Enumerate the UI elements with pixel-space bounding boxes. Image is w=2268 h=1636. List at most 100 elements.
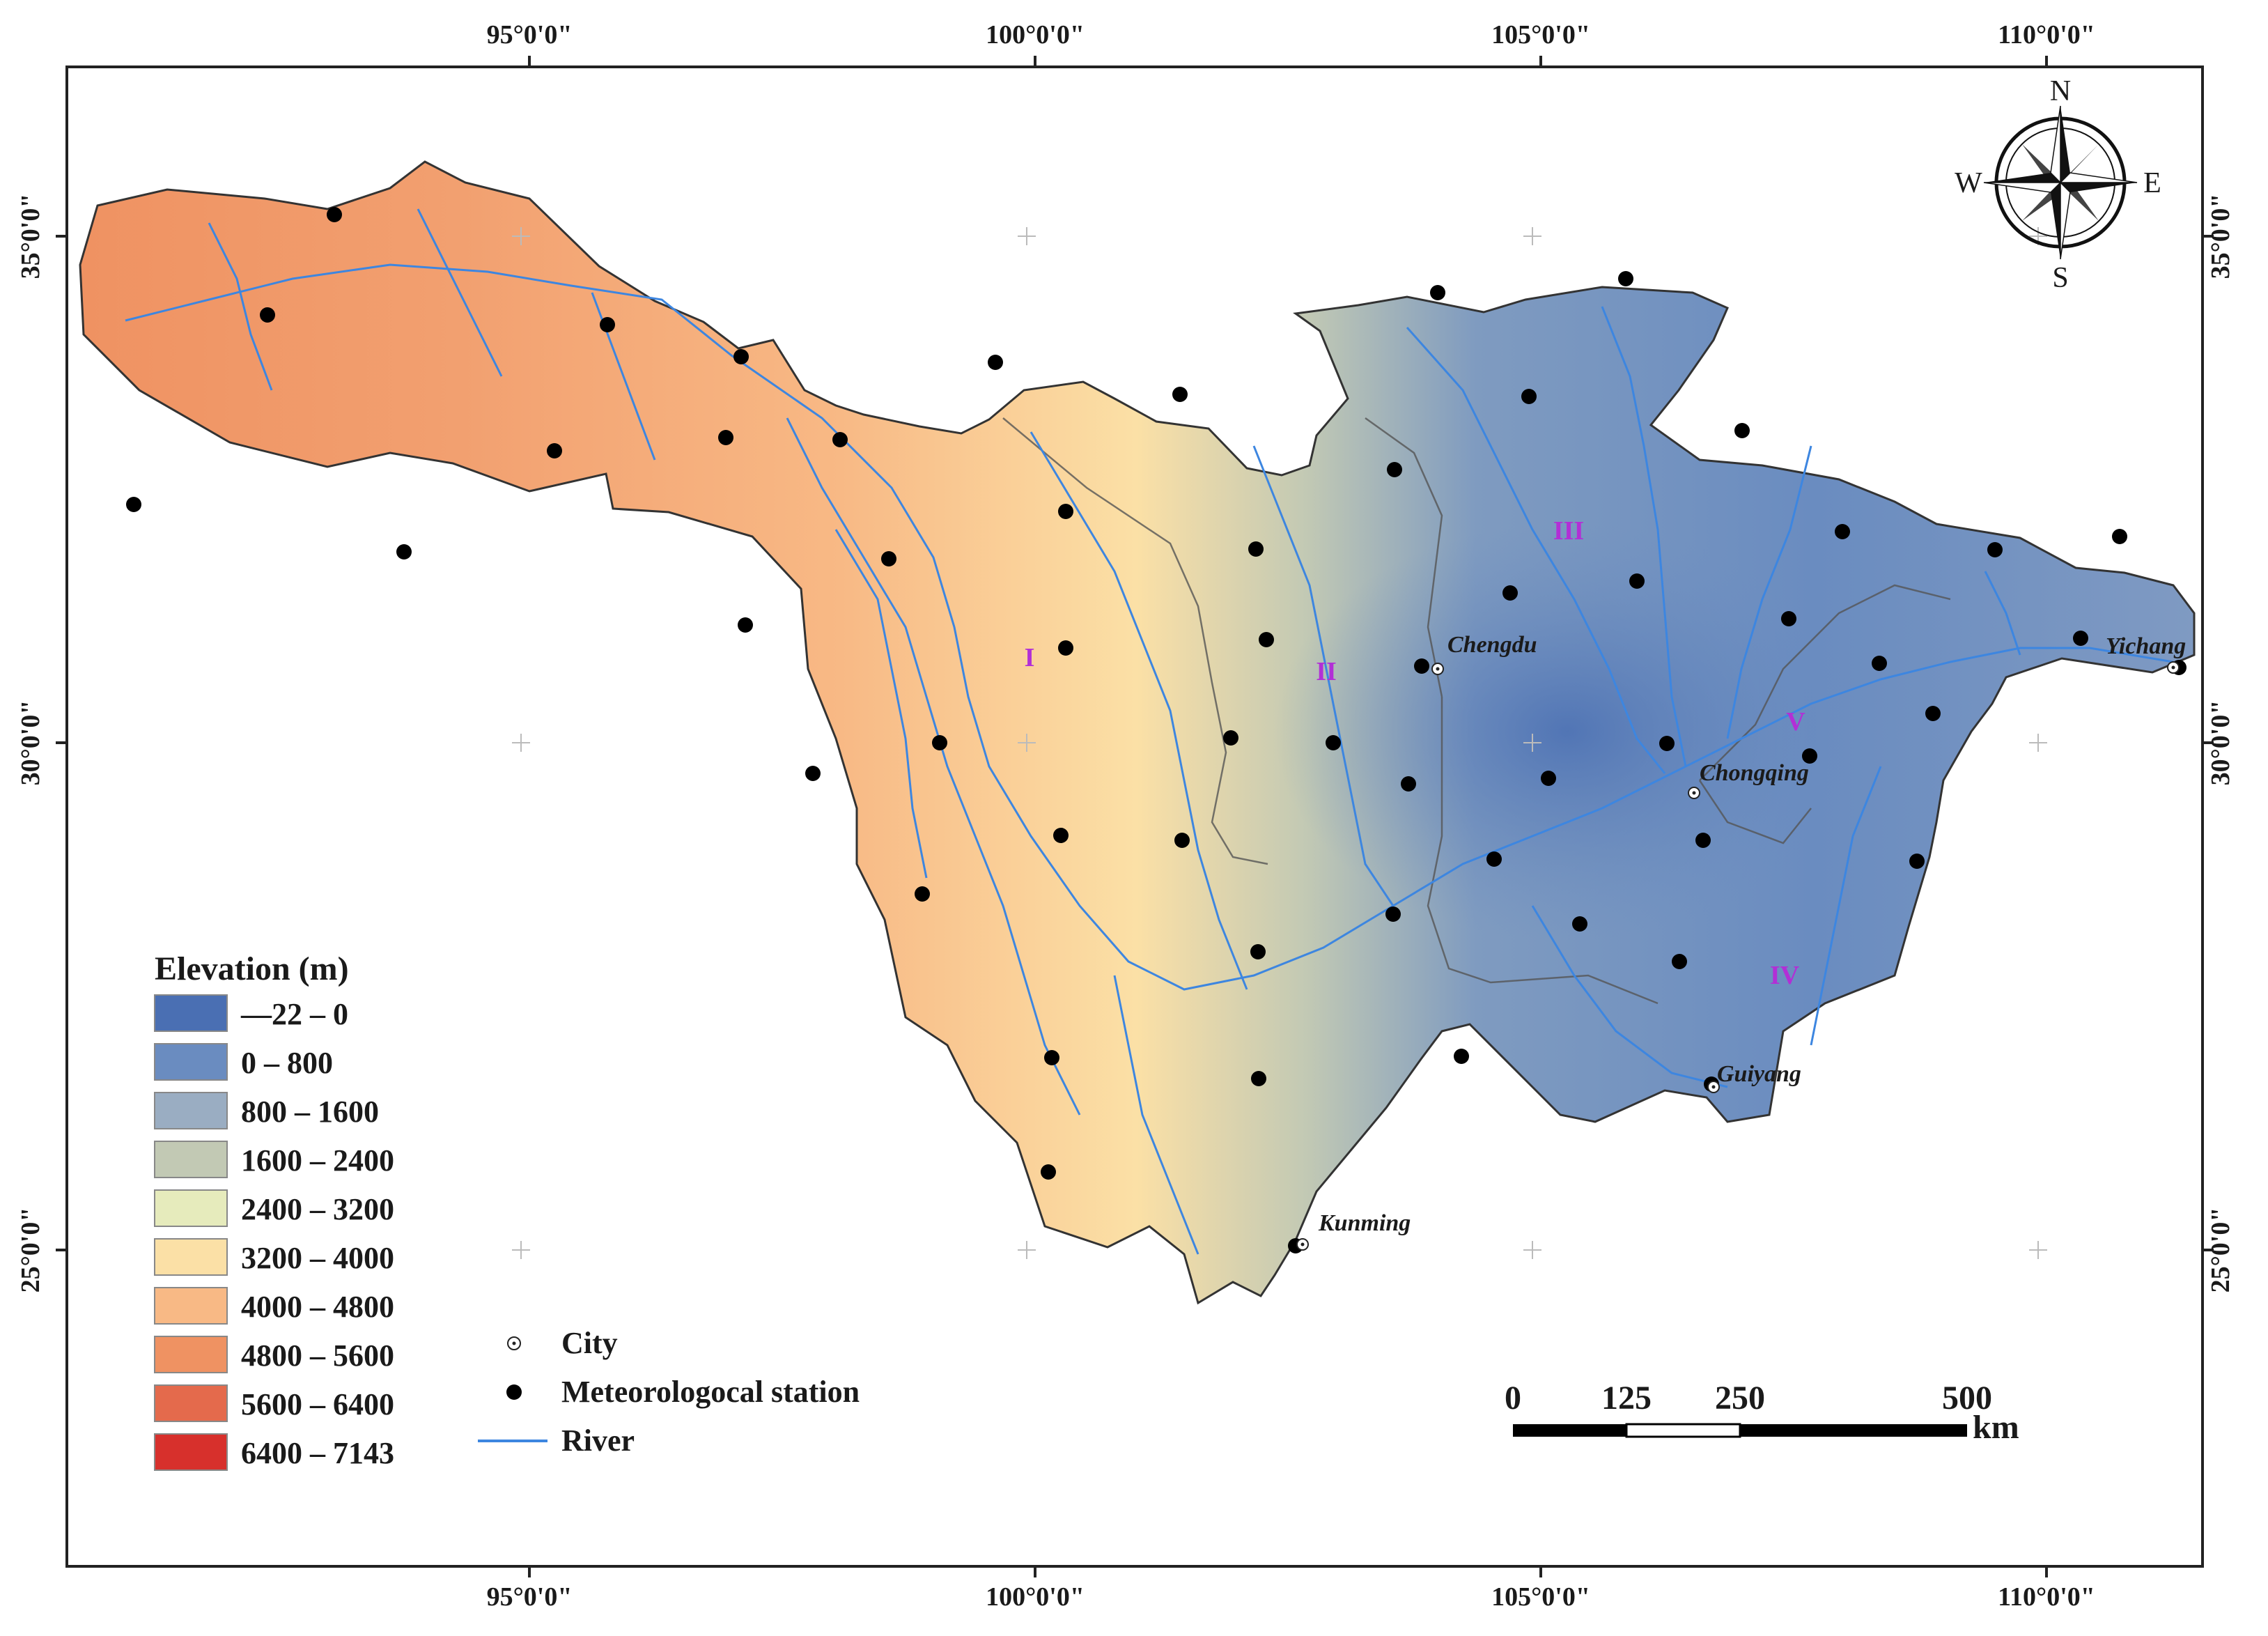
station-marker [1486, 851, 1502, 867]
scale-tick-125: 125 [1601, 1380, 1652, 1417]
city-marker-guiyang [1707, 1081, 1720, 1093]
station-marker [1454, 1049, 1469, 1064]
city-label-chengdu: Chengdu [1447, 632, 1537, 658]
station-marker [1430, 285, 1445, 300]
station-marker [733, 349, 749, 364]
station-marker [1541, 771, 1556, 786]
station-marker [1909, 854, 1925, 869]
station-marker [1248, 541, 1264, 557]
station-marker [260, 307, 275, 323]
station-marker [1695, 833, 1711, 848]
station-marker [832, 432, 848, 447]
city-marker-chengdu [1431, 663, 1444, 675]
station-marker [2073, 631, 2088, 646]
legend-class-label: 5600 – 6400 [241, 1387, 394, 1421]
station-marker [547, 443, 562, 458]
station-marker [1734, 423, 1750, 438]
legend-class-label: 1600 – 2400 [241, 1143, 394, 1178]
station-marker [1259, 632, 1274, 647]
station-marker [1401, 776, 1416, 792]
legend-city-label: City [561, 1326, 618, 1360]
legend-swatch [154, 1189, 228, 1227]
lon-tick-bottom-105: 105°0'0" [1491, 1582, 1590, 1612]
station-marker [2112, 529, 2127, 544]
station-marker [1987, 542, 2003, 557]
legend-class-label: 4000 – 4800 [241, 1290, 394, 1324]
compass-s: S [2052, 262, 2068, 294]
lon-tick-bottom-100: 100°0'0" [986, 1582, 1085, 1612]
station-marker [1053, 828, 1069, 843]
station-marker [1872, 656, 1887, 671]
lat-tick-left-35: 35°0'0" [16, 194, 45, 279]
basin-polygon [79, 160, 2196, 1305]
station-marker [1385, 906, 1401, 922]
station-marker [1172, 387, 1188, 402]
station-marker [1414, 658, 1429, 674]
lon-tick-bottom-95: 95°0'0" [487, 1582, 573, 1612]
compass-star-west-half [1983, 182, 2062, 193]
city-label-kunming: Kunming [1318, 1210, 1411, 1236]
legend-class-label: 800 – 1600 [241, 1095, 379, 1129]
station-marker [1223, 730, 1238, 746]
station-marker [1058, 504, 1073, 519]
station-marker [1802, 748, 1817, 764]
scale-unit: km [1973, 1409, 2019, 1446]
elevation-legend: Elevation (m) —22 – 0 0 – 800 800 – 1600 16… [154, 950, 394, 1471]
lon-tick-top-100: 100°0'0" [986, 20, 1085, 49]
lat-tick-right-35: 35°0'0" [2206, 194, 2235, 279]
scale-tick-500: 500 [1942, 1380, 1992, 1417]
legend-class-label: 0 – 800 [241, 1046, 333, 1080]
lon-tick-top-105: 105°0'0" [1491, 20, 1590, 49]
station-marker [718, 430, 733, 445]
city-marker-chongqing [1688, 787, 1700, 799]
legend-class-label: 6400 – 7143 [241, 1436, 394, 1470]
station-marker [1629, 573, 1645, 589]
lon-tick-bottom-110: 110°0'0" [1998, 1582, 2095, 1612]
legend-swatch [154, 1336, 228, 1373]
station-marker [805, 766, 821, 781]
station-marker [1250, 944, 1266, 959]
region-label-iv: IV [1770, 961, 1800, 990]
city-label-guiyang: Guiyang [1717, 1061, 1801, 1087]
compass-w: W [1955, 167, 1982, 199]
frame-ticks [56, 56, 2214, 1577]
legend-class-label: 4800 – 5600 [241, 1338, 394, 1373]
lon-tick-top-95: 95°0'0" [487, 20, 573, 49]
station-marker [1044, 1050, 1059, 1065]
scale-tick-0: 0 [1505, 1380, 1521, 1417]
station-marker [1521, 389, 1537, 404]
city-markers [1296, 661, 2180, 1251]
subbasin-boundaries [1002, 417, 1951, 1005]
lat-tick-right-25: 25°0'0" [2206, 1207, 2235, 1293]
scale-bar-seg-3 [1740, 1424, 1967, 1437]
station-marker [1326, 735, 1341, 750]
legend-swatch [154, 1433, 228, 1471]
station-icon [506, 1384, 522, 1400]
legend-title: Elevation (m) [155, 950, 349, 987]
legend-class-label: 3200 – 4000 [241, 1241, 394, 1275]
city-marker-yichang [2167, 661, 2180, 674]
station-marker [1502, 585, 1518, 601]
region-label-iii: III [1553, 516, 1584, 546]
compass-n: N [2050, 75, 2071, 107]
legend-swatch [154, 1092, 228, 1129]
symbol-legend: City Meteorologocal station River [478, 1326, 860, 1458]
station-marker [915, 886, 930, 902]
legend-swatch [154, 1287, 228, 1325]
city-marker-kunming [1296, 1238, 1309, 1251]
sichuan-basin-lowland [1275, 523, 1860, 941]
legend-swatch [154, 1238, 228, 1276]
lat-tick-left-30: 30°0'0" [16, 700, 45, 786]
lon-tick-top-110: 110°0'0" [1998, 20, 2095, 49]
station-marker [600, 317, 615, 332]
station-marker [396, 544, 412, 560]
river-network [125, 208, 2174, 1255]
legend-class-label: 2400 – 3200 [241, 1192, 394, 1226]
scale-tick-250: 250 [1715, 1380, 1765, 1417]
station-marker [1174, 833, 1190, 848]
station-marker [126, 497, 141, 512]
region-label-v: V [1786, 707, 1805, 736]
station-marker [1251, 1071, 1266, 1086]
north-arrow-compass: N S E W [1955, 75, 2161, 294]
station-marker [1618, 271, 1633, 286]
